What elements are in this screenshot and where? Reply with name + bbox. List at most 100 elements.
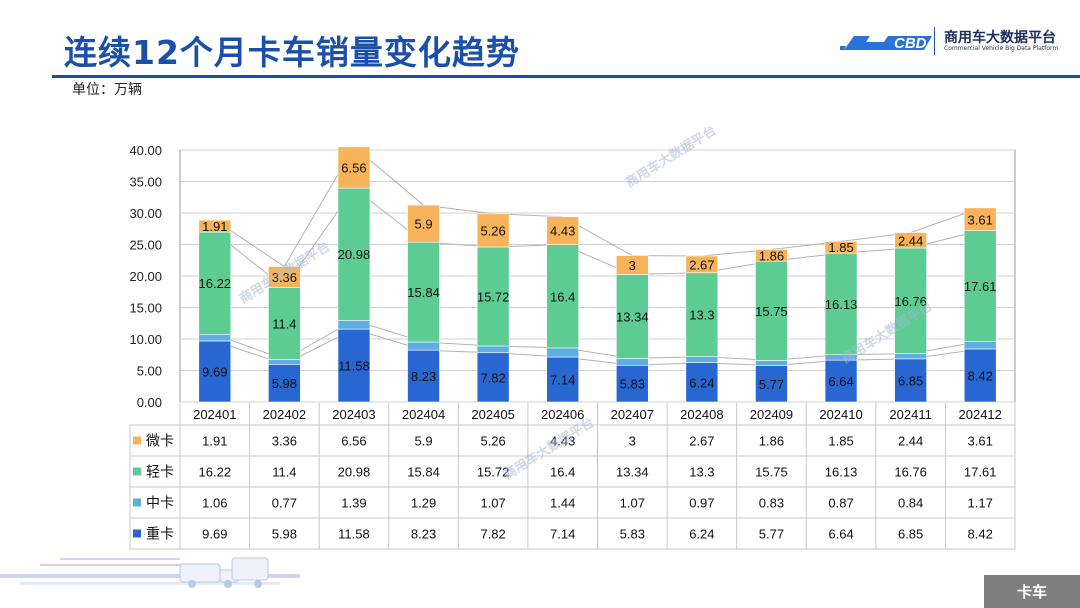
table-cell: 1.86 [759,434,784,449]
x-category-label: 202402 [263,407,306,422]
table-cell: 1.07 [620,496,645,511]
bar-segment [963,230,997,342]
table-cell: 2.44 [898,434,923,449]
data-label: 13.34 [616,310,649,325]
bar-segment [407,349,440,403]
data-label: 6.24 [689,375,714,390]
data-label: 9.69 [202,364,227,379]
table-cell: 13.34 [616,465,649,480]
y-tick-label: 40.00 [129,143,162,158]
legend-swatch [133,529,141,538]
bar-segment [755,260,788,361]
table-cell: 5.98 [272,527,297,542]
bar-segment [824,241,858,254]
legend-label: 中卡 [146,496,174,512]
logo-separator [934,27,935,55]
bar-segment [198,231,232,335]
data-label: 11.58 [338,359,370,374]
data-label: 6.64 [828,374,853,389]
table-cell: 13.3 [689,465,714,480]
y-tick-label: 35.00 [129,175,162,190]
bar-segment [615,364,649,403]
table-cell: 1.07 [480,496,505,511]
x-category-label: 202403 [332,407,375,422]
y-tick-label: 10.00 [129,332,162,347]
data-label: 15.75 [755,304,788,319]
table-cell: 0.83 [759,496,784,511]
bar-segment [268,364,301,403]
table-cell: 16.22 [199,465,232,480]
y-tick-label: 20.00 [129,269,162,284]
x-category-label: 202409 [750,407,793,422]
bar-segment [546,347,580,358]
bar-segment [476,352,510,403]
table-cell: 1.29 [411,496,436,511]
x-category-label: 202404 [402,407,445,422]
table-cell: 16.4 [550,465,575,480]
table-cell: 8.23 [411,527,436,542]
table-cell: 5.77 [759,527,784,542]
data-label: 15.84 [407,285,440,300]
table-cell: 20.98 [338,465,371,480]
data-label: 3.61 [968,212,993,227]
bar-segment [198,219,232,233]
data-label: 6.56 [341,160,366,175]
data-label: 1.86 [759,248,784,263]
x-category-label: 202412 [959,407,1002,422]
bar-segment [963,207,997,231]
y-tick-label: 0.00 [137,395,162,410]
bar-segment [546,216,580,245]
logo-name: 商用车大数据平台 [944,30,1056,46]
table-cell: 0.87 [828,496,853,511]
x-category-label: 202406 [541,407,584,422]
table-cell: 5.9 [415,434,433,449]
table-cell: 2.67 [689,434,714,449]
bar-segment [476,345,510,354]
bar-segment [755,249,788,262]
bar-segment [685,272,719,357]
y-tick-label: 5.00 [137,364,162,379]
bar-segment [337,319,371,330]
bar-segment [407,341,440,351]
data-label: 5.98 [272,376,297,391]
title-underline [52,75,1080,78]
logo-subtitle: Commercial Vehicle Big Data Platform [944,45,1059,52]
data-label: 6.85 [898,373,923,388]
bar-segment [615,358,649,366]
table-cell: 0.84 [898,496,923,511]
bar-segment [337,146,371,189]
data-label: 16.13 [825,297,858,312]
table-cell: 16.76 [894,465,927,480]
legend-label: 微卡 [146,434,174,450]
bar-segment [198,340,232,403]
data-label: 11.4 [272,317,296,332]
data-label: 7.82 [480,370,505,385]
legend-label: 重卡 [146,527,174,543]
table-cell: 1.06 [202,496,227,511]
y-tick-label: 30.00 [129,206,162,221]
table-cell: 15.84 [407,465,440,480]
bar-segment [615,255,649,275]
data-label: 1.91 [202,219,227,234]
data-label: 4.43 [550,224,575,239]
y-tick-label: 25.00 [129,238,162,253]
data-label: 2.44 [898,233,923,248]
data-label: 5.83 [620,377,645,392]
page-title: 连续12个月卡车销量变化趋势 [64,33,520,72]
data-label: 16.4 [550,289,575,304]
table-cell: 11.58 [338,527,370,542]
legend-swatch [133,436,141,445]
data-label: 3 [629,258,636,273]
bar-segment [685,362,719,403]
bar-segment [963,348,997,403]
table-cell: 5.26 [480,434,505,449]
table-cell: 6.56 [341,434,366,449]
bar-segment [198,333,232,342]
data-label: 5.9 [415,217,433,232]
table-cell: 6.85 [898,527,923,542]
bar-segment [476,213,510,248]
bar-segment [615,274,649,359]
table-cell: 15.75 [755,465,788,480]
bar-segment [476,246,510,347]
